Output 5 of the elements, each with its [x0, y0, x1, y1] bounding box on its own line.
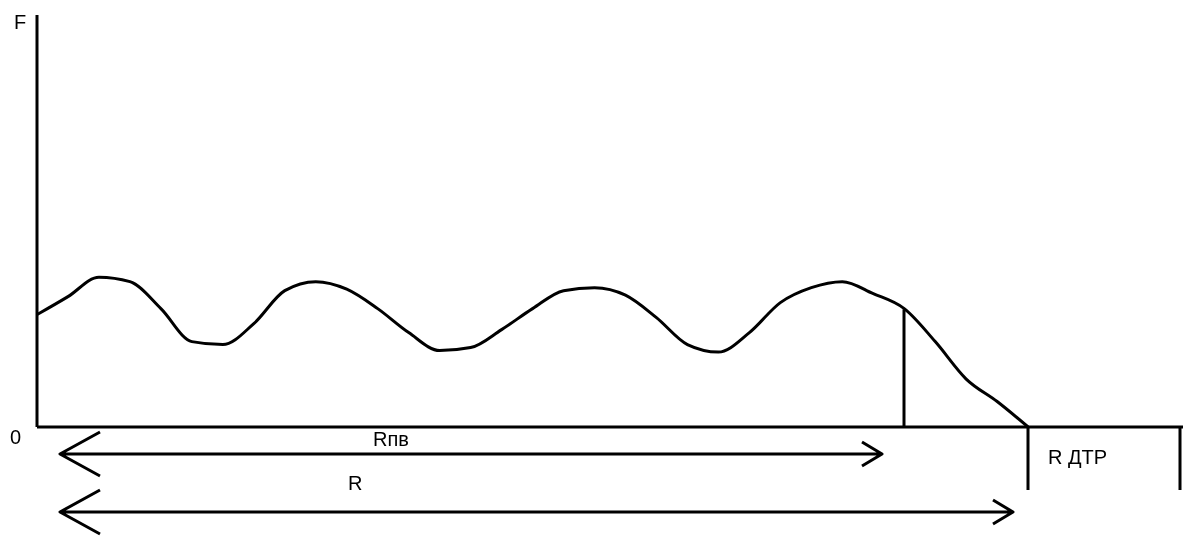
text: F	[14, 11, 27, 33]
text: R ДТР	[1048, 446, 1108, 468]
text: R	[348, 472, 363, 494]
text: Rпв	[373, 428, 409, 450]
text: 0	[10, 426, 22, 448]
